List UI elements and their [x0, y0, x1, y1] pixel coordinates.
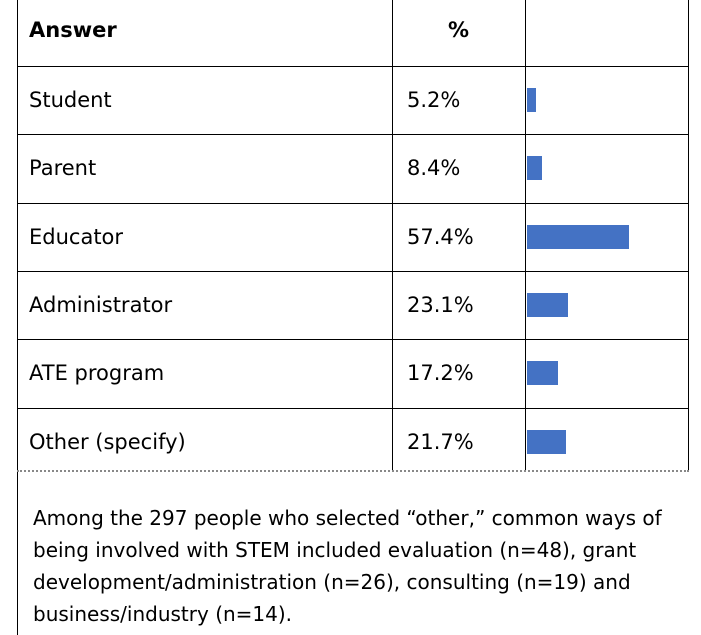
answer-cell: Administrator: [29, 293, 173, 318]
table-border-right: [688, 0, 689, 470]
answer-cell: Parent: [29, 156, 97, 181]
percent-cell: 23.1%: [407, 293, 474, 318]
bar: [527, 361, 558, 386]
percent-cell: 17.2%: [407, 361, 474, 386]
bar: [527, 429, 566, 454]
percent-cell: 21.7%: [407, 429, 474, 454]
answer-cell: ATE program: [29, 361, 165, 386]
bar: [527, 88, 537, 113]
column-divider: [392, 0, 393, 470]
header-percent: %: [447, 18, 470, 42]
column-divider: [525, 0, 526, 470]
bar: [527, 293, 569, 318]
row-divider: [17, 407, 689, 409]
row-divider: [17, 339, 689, 341]
dotted-divider: [17, 470, 689, 472]
row-divider: [17, 270, 689, 272]
row-divider: [17, 202, 689, 204]
header-answer: Answer: [29, 18, 117, 42]
answer-cell: Other (specify): [29, 429, 186, 454]
bar: [527, 156, 542, 181]
percent-cell: 8.4%: [407, 156, 461, 181]
percent-cell: 57.4%: [407, 224, 474, 249]
percent-cell: 5.2%: [407, 88, 461, 113]
row-divider: [17, 134, 689, 136]
header-divider: [17, 66, 689, 67]
table-border-left: [17, 0, 18, 635]
answer-cell: Educator: [29, 224, 124, 249]
answer-cell: Student: [29, 88, 112, 113]
bar: [527, 224, 630, 249]
note: Among the 297 people who selected “other…: [33, 506, 662, 626]
